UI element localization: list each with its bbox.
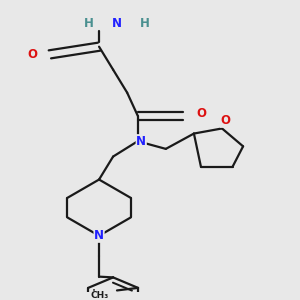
Text: CH₃: CH₃ — [90, 291, 109, 300]
Text: N: N — [94, 229, 104, 242]
Text: N: N — [136, 135, 146, 148]
Text: O: O — [27, 48, 37, 61]
Text: N: N — [112, 17, 122, 30]
Text: O: O — [196, 106, 206, 120]
Text: O: O — [220, 114, 230, 127]
Text: H: H — [140, 17, 150, 30]
Text: H: H — [84, 17, 94, 30]
